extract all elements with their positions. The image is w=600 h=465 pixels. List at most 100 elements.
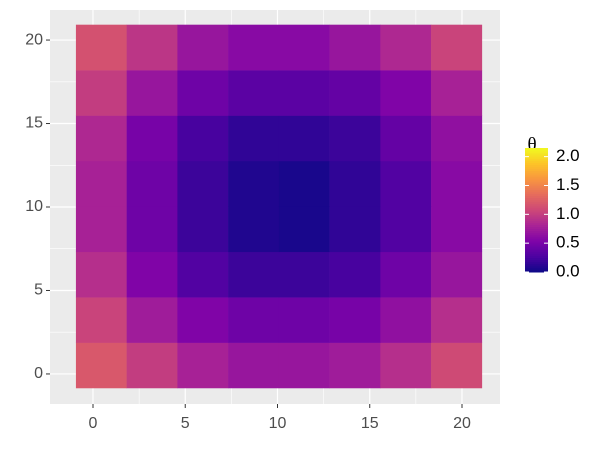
colorbar-segment bbox=[525, 218, 548, 221]
tile bbox=[75, 206, 127, 253]
y-tick-label: 20 bbox=[25, 31, 43, 48]
tile bbox=[75, 115, 127, 162]
tile bbox=[380, 115, 432, 162]
tile bbox=[278, 70, 330, 116]
tile bbox=[278, 24, 330, 71]
tile bbox=[431, 342, 483, 389]
y-tick-label: 0 bbox=[34, 365, 43, 382]
colorbar-segment bbox=[525, 205, 548, 209]
colorbar-segment bbox=[525, 224, 548, 228]
legend-tick-label: 1.5 bbox=[556, 175, 580, 194]
x-tick-label: 10 bbox=[269, 415, 287, 432]
colorbar-segment bbox=[525, 170, 548, 174]
colorbar-segment bbox=[525, 253, 548, 256]
colorbar-segment bbox=[525, 176, 548, 180]
colorbar-segment bbox=[525, 220, 548, 223]
tile bbox=[380, 297, 432, 343]
tile bbox=[126, 160, 178, 207]
colorbar-segment bbox=[525, 210, 548, 213]
tile bbox=[329, 160, 381, 207]
tile bbox=[228, 24, 280, 71]
colorbar-segment bbox=[525, 234, 548, 238]
tile bbox=[431, 297, 483, 343]
tile bbox=[380, 160, 432, 207]
tile bbox=[228, 342, 280, 389]
colorbar-segment bbox=[525, 216, 548, 219]
colorbar-segment bbox=[525, 158, 548, 161]
colorbar-segment bbox=[525, 207, 548, 211]
x-tick-label: 0 bbox=[89, 415, 98, 432]
colorbar-segment bbox=[525, 174, 548, 178]
colorbar-segment bbox=[525, 150, 548, 153]
colorbar-segment bbox=[525, 245, 548, 248]
tile bbox=[177, 206, 229, 253]
tile bbox=[126, 70, 178, 116]
legend-tick-label: 2.0 bbox=[556, 146, 580, 165]
y-tick-label: 10 bbox=[25, 198, 43, 215]
tile bbox=[75, 160, 127, 207]
tile bbox=[380, 342, 432, 389]
colorbar-segment bbox=[525, 181, 548, 184]
tile bbox=[228, 297, 280, 343]
colorbar-segment bbox=[525, 236, 548, 240]
tile bbox=[329, 342, 381, 389]
tile bbox=[431, 24, 483, 71]
colorbar-segment bbox=[525, 152, 548, 155]
tile bbox=[177, 70, 229, 116]
colorbar-segment bbox=[525, 238, 548, 242]
colorbar-segment bbox=[525, 160, 548, 163]
tile bbox=[126, 24, 178, 71]
colorbar-segment bbox=[525, 212, 548, 215]
colorbar-segment bbox=[525, 257, 548, 261]
colorbar-segment bbox=[525, 249, 548, 252]
tile bbox=[75, 24, 127, 71]
tile bbox=[228, 206, 280, 253]
tile bbox=[380, 251, 432, 298]
colorbar-segment bbox=[525, 193, 548, 197]
colorbar-segment bbox=[525, 162, 548, 166]
colorbar-segment bbox=[525, 203, 548, 207]
tile bbox=[278, 115, 330, 162]
legend-tick-label: 1.0 bbox=[556, 204, 580, 223]
x-tick-label: 5 bbox=[181, 415, 190, 432]
tile bbox=[329, 297, 381, 343]
tile bbox=[329, 115, 381, 162]
tile bbox=[228, 115, 280, 162]
tile bbox=[329, 206, 381, 253]
y-tick-label: 5 bbox=[34, 282, 43, 299]
tile bbox=[329, 251, 381, 298]
tile bbox=[278, 297, 330, 343]
colorbar-segment bbox=[525, 226, 548, 230]
tile bbox=[228, 251, 280, 298]
colorbar-segment bbox=[525, 263, 548, 267]
tile bbox=[177, 342, 229, 389]
colorbar-segment bbox=[525, 269, 548, 273]
colorbar-segment bbox=[525, 214, 548, 217]
legend-tick-label: 0.0 bbox=[556, 261, 580, 280]
tile bbox=[278, 251, 330, 298]
tile bbox=[126, 342, 178, 389]
colorbar-segment bbox=[525, 230, 548, 234]
colorbar-segment bbox=[525, 189, 548, 192]
tile bbox=[75, 297, 127, 343]
colorbar-segment bbox=[525, 185, 548, 188]
x-tick-label: 15 bbox=[361, 415, 379, 432]
colorbar-segment bbox=[525, 267, 548, 271]
tile bbox=[126, 251, 178, 298]
colorbar-segment bbox=[525, 261, 548, 265]
colorbar-segment bbox=[525, 201, 548, 205]
tile bbox=[380, 24, 432, 71]
tile bbox=[380, 70, 432, 116]
colorbar-segment bbox=[525, 148, 548, 151]
tile bbox=[126, 206, 178, 253]
colorbar-segment bbox=[525, 187, 548, 190]
tile bbox=[431, 251, 483, 298]
colorbar-segment bbox=[525, 168, 548, 172]
legend-tick-label: 0.5 bbox=[556, 233, 580, 252]
colorbar-segment bbox=[525, 243, 548, 246]
x-tick-label: 20 bbox=[453, 415, 471, 432]
tile bbox=[380, 206, 432, 253]
tile bbox=[278, 206, 330, 253]
tile bbox=[329, 24, 381, 71]
